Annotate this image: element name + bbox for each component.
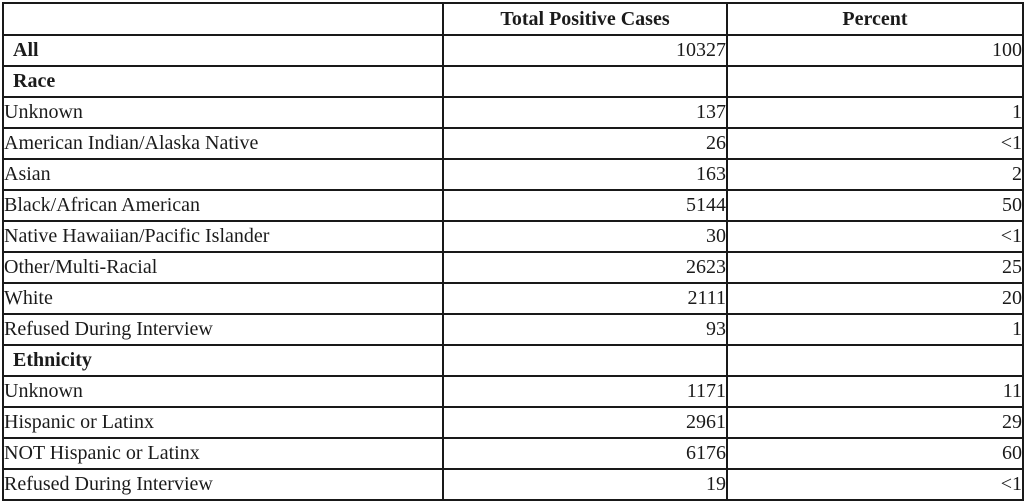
row-label-cell: Unknown xyxy=(2,375,444,408)
percent-cell xyxy=(726,65,1024,98)
total-positive-cases-cell: 26 xyxy=(442,127,728,160)
total-positive-cases-cell: 10327 xyxy=(442,34,728,67)
total-positive-cases-cell: 2961 xyxy=(442,406,728,439)
row-label-cell: Native Hawaiian/Pacific Islander xyxy=(2,220,444,253)
table-row: Unknown 137 1 xyxy=(2,96,1024,129)
row-label-cell: Race xyxy=(2,65,444,98)
table-row: Ethnicity xyxy=(2,344,1024,377)
total-positive-cases-cell: 2623 xyxy=(442,251,728,284)
percent-column-header: Percent xyxy=(726,2,1024,36)
total-positive-cases-cell: 93 xyxy=(442,313,728,346)
table-row: Black/African American 5144 50 xyxy=(2,189,1024,222)
row-label-cell: White xyxy=(2,282,444,315)
row-label-cell: Other/Multi-Racial xyxy=(2,251,444,284)
percent-cell: 11 xyxy=(726,375,1024,408)
percent-cell xyxy=(726,344,1024,377)
percent-cell: 29 xyxy=(726,406,1024,439)
percent-cell: 50 xyxy=(726,189,1024,222)
total-positive-cases-cell xyxy=(442,65,728,98)
category-column-header xyxy=(2,2,444,36)
table-row: American Indian/Alaska Native 26 <1 xyxy=(2,127,1024,160)
total-positive-cases-cell: 163 xyxy=(442,158,728,191)
percent-cell: 2 xyxy=(726,158,1024,191)
percent-cell: 1 xyxy=(726,313,1024,346)
row-label-cell: Refused During Interview xyxy=(2,468,444,501)
table-row: Unknown 1171 11 xyxy=(2,375,1024,408)
total-positive-cases-cell: 2111 xyxy=(442,282,728,315)
percent-cell: 25 xyxy=(726,251,1024,284)
percent-cell: 100 xyxy=(726,34,1024,67)
row-label-cell: Unknown xyxy=(2,96,444,129)
row-label-cell: Hispanic or Latinx xyxy=(2,406,444,439)
table-row: White 2111 20 xyxy=(2,282,1024,315)
table-row: Hispanic or Latinx 2961 29 xyxy=(2,406,1024,439)
table-row: Native Hawaiian/Pacific Islander 30 <1 xyxy=(2,220,1024,253)
total-positive-cases-cell: 30 xyxy=(442,220,728,253)
percent-cell: 1 xyxy=(726,96,1024,129)
row-label-cell: Black/African American xyxy=(2,189,444,222)
table-row: Refused During Interview 93 1 xyxy=(2,313,1024,346)
table-row: All 10327 100 xyxy=(2,34,1024,67)
table-row: Refused During Interview 19 <1 xyxy=(2,468,1024,501)
header-row: Total Positive Cases Percent xyxy=(2,2,1024,36)
table-row: Other/Multi-Racial 2623 25 xyxy=(2,251,1024,284)
total-positive-cases-cell: 137 xyxy=(442,96,728,129)
total-positive-cases-cell: 19 xyxy=(442,468,728,501)
row-label-cell: NOT Hispanic or Latinx xyxy=(2,437,444,470)
row-label-cell: Refused During Interview xyxy=(2,313,444,346)
total-positive-cases-column-header: Total Positive Cases xyxy=(442,2,728,36)
percent-cell: <1 xyxy=(726,220,1024,253)
total-positive-cases-cell: 1171 xyxy=(442,375,728,408)
percent-cell: 60 xyxy=(726,437,1024,470)
percent-cell: <1 xyxy=(726,127,1024,160)
table-row: Race xyxy=(2,65,1024,98)
row-label-cell: Ethnicity xyxy=(2,344,444,377)
row-label-cell: All xyxy=(2,34,444,67)
total-positive-cases-cell xyxy=(442,344,728,377)
row-label-cell: American Indian/Alaska Native xyxy=(2,127,444,160)
percent-cell: 20 xyxy=(726,282,1024,315)
total-positive-cases-cell: 6176 xyxy=(442,437,728,470)
total-positive-cases-cell: 5144 xyxy=(442,189,728,222)
percent-cell: <1 xyxy=(726,468,1024,501)
table-row: NOT Hispanic or Latinx 6176 60 xyxy=(2,437,1024,470)
row-label-cell: Asian xyxy=(2,158,444,191)
table-row: Asian 163 2 xyxy=(2,158,1024,191)
